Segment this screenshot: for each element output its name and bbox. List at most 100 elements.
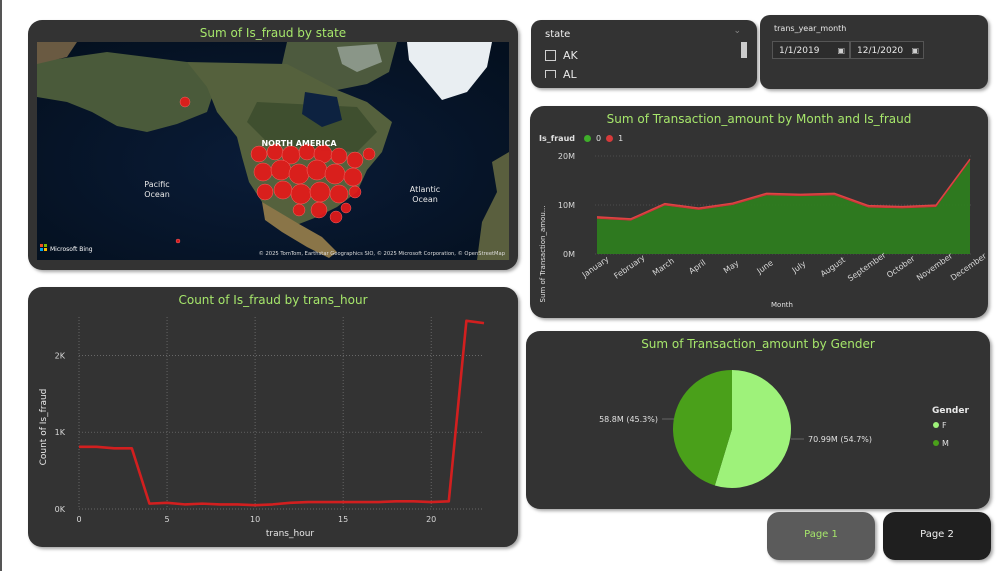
europe-landmass <box>477 152 509 260</box>
area-chart-card: Sum of Transaction_amount by Month and I… <box>530 106 988 318</box>
map-copyright[interactable]: © 2025 TomTom, Earthstar Geographics SIO… <box>259 250 506 257</box>
state-item-label: AK <box>563 48 578 62</box>
page-2-button[interactable]: Page 2 <box>883 512 991 560</box>
checkbox[interactable] <box>545 70 556 78</box>
area-y-tick-label: 0M <box>563 250 575 259</box>
line-x-tick-label: 20 <box>426 515 436 524</box>
fraud-count-line[interactable] <box>79 319 485 507</box>
area-x-tick-label: April <box>687 258 707 276</box>
state-item-al[interactable]: AL <box>545 68 577 78</box>
map-card: Sum of Is_fraud by state <box>28 20 518 270</box>
bubble-24 <box>340 202 352 214</box>
area-chart-plot[interactable]: January February March April May June July Augu… <box>530 106 988 318</box>
pie-legend-dot-m <box>933 440 939 446</box>
line-x-tick-label: 10 <box>250 515 260 524</box>
area-series-1-line <box>596 158 971 220</box>
bubble-hi <box>175 238 181 244</box>
line-x-tick-label: 0 <box>76 515 81 524</box>
pacific-label-1: Pacific <box>144 180 169 189</box>
bubble-11 <box>288 163 310 185</box>
start-date-input[interactable]: 1/1/2019 ▣ <box>772 41 850 59</box>
line-y-tick-label: 0K <box>55 505 66 514</box>
arctic-ice-patch <box>337 44 382 72</box>
pie-legend-label-f: F <box>942 421 947 430</box>
area-x-tick-label: August <box>819 255 847 278</box>
legend-label-0: 0 <box>595 134 602 143</box>
bing-logo-text: Microsoft Bing <box>50 246 93 253</box>
bubble-22 <box>310 201 328 219</box>
bubble-20 <box>348 185 362 199</box>
bubble-23 <box>329 210 343 224</box>
alaska-landmass <box>37 52 217 132</box>
line-y-axis-label: Count of Is_fraud <box>39 389 49 466</box>
fraud-bubbles[interactable] <box>175 96 376 244</box>
bubble-21 <box>292 203 306 217</box>
legend-dot-1 <box>606 135 614 142</box>
calendar-icon[interactable]: ▣ <box>911 46 919 55</box>
bubble-10 <box>270 159 292 181</box>
bubble-18 <box>309 181 331 203</box>
pacific-label-2: Ocean <box>144 190 170 199</box>
bubble-8 <box>362 147 376 161</box>
area-y-tick-label: 20M <box>558 152 575 161</box>
bubble-9 <box>253 162 273 182</box>
page-1-button[interactable]: Page 1 <box>767 512 875 560</box>
pie-data-label-m: 58.8M (45.3%) <box>599 415 658 424</box>
atlantic-label-1: Atlantic <box>410 185 440 194</box>
bubble-13 <box>324 163 346 185</box>
end-date-input[interactable]: 12/1/2020 ▣ <box>850 41 924 59</box>
region-label: NORTH AMERICA <box>261 139 337 148</box>
bubble-19 <box>329 184 349 204</box>
pie-slice-f[interactable] <box>714 370 791 488</box>
map-visual[interactable]: NORTH AMERICA Pacific Ocean Atlantic Oce… <box>37 42 509 260</box>
area-y-tick-label: 10M <box>558 201 575 210</box>
line-y-tick-label: 2K <box>55 351 66 360</box>
bubble-ak <box>179 96 191 108</box>
bing-logo: Microsoft Bing <box>40 244 93 253</box>
line-chart-title: Count of Is_fraud by trans_hour <box>178 293 368 307</box>
date-slicer-title: trans_year_month <box>774 24 847 33</box>
pie-chart-card: Sum of Transaction_amount by Gender 70.9… <box>526 331 990 509</box>
line-x-tick-label: 5 <box>164 515 169 524</box>
line-chart-plot[interactable]: 0 5 10 15 20 0K 1K 2K Count of Is_fraud trans_… <box>28 287 518 547</box>
state-slicer-card: state ⌄ AK AL <box>531 20 757 88</box>
line-chart-card: Count of Is_fraud by trans_hour 0 5 10 15 20… <box>28 287 518 547</box>
bubble-14 <box>343 167 363 187</box>
area-x-tick-label: July <box>790 259 808 275</box>
bubble-6 <box>330 147 348 165</box>
area-x-tick-label: February <box>612 253 646 281</box>
pie-slice-m[interactable] <box>673 370 732 486</box>
bubble-12 <box>306 159 328 181</box>
area-x-tick-label: September <box>846 250 888 283</box>
area-x-tick-label: May <box>722 258 741 275</box>
chevron-down-icon[interactable]: ⌄ <box>733 26 741 36</box>
legend-dot-0 <box>583 135 591 142</box>
asia-landmass <box>37 42 77 64</box>
pie-legend-title: Gender <box>932 406 969 416</box>
pie-data-label-f: 70.99M (54.7%) <box>808 435 872 444</box>
map-title: Sum of Is_fraud by state <box>199 26 347 40</box>
state-item-label: AL <box>563 68 577 78</box>
calendar-icon[interactable]: ▣ <box>837 46 845 55</box>
checkbox[interactable] <box>545 49 556 61</box>
pie-legend-label-m: M <box>942 439 949 448</box>
state-item-ak[interactable]: AK <box>545 48 578 62</box>
area-x-tick-label: June <box>755 258 775 276</box>
area-x-axis-label: Month <box>771 301 793 309</box>
slicer-scrollbar[interactable] <box>741 42 747 58</box>
date-slicer-card: trans_year_month 1/1/2019 ▣ 12/1/2020 ▣ <box>760 15 988 89</box>
pie-legend-dot-f <box>933 422 939 428</box>
window-left-border <box>0 0 2 571</box>
pie-chart-title: Sum of Transaction_amount by Gender <box>641 337 875 351</box>
pie-chart-plot[interactable]: 70.99M (54.7%) 58.8M (45.3%) Gender F M <box>526 331 990 509</box>
area-series-0[interactable] <box>597 160 970 254</box>
canada-forest-area <box>247 102 377 152</box>
bubble-16 <box>273 180 293 200</box>
hudson-bay <box>302 92 342 127</box>
atlantic-label-2: Ocean <box>412 195 438 204</box>
bubble-1 <box>250 145 268 163</box>
area-y-axis-label: Sum of Transaction_amou... <box>539 206 547 303</box>
line-x-tick-label: 15 <box>338 515 348 524</box>
greenland-landmass <box>407 42 492 100</box>
legend-title: Is_fraud <box>539 134 575 143</box>
